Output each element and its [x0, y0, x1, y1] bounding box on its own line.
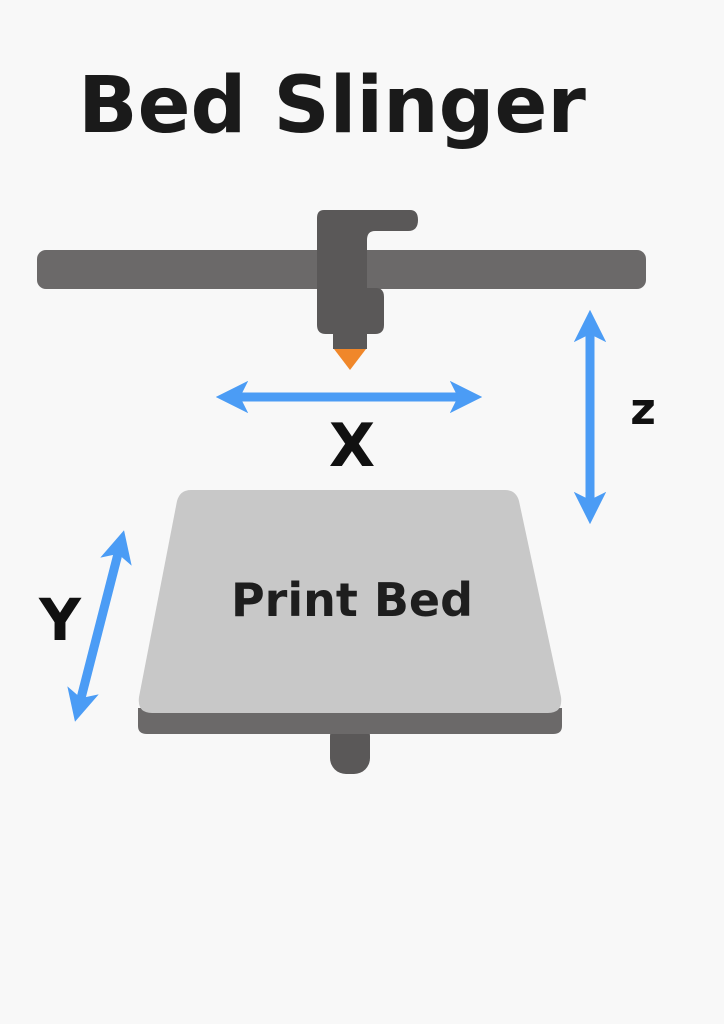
y-axis-arrow — [67, 530, 132, 722]
z-axis-label: z — [630, 384, 656, 435]
page-title: Bed Slinger — [78, 61, 586, 151]
print-bed-label: Print Bed — [231, 573, 473, 627]
x-axis-label: X — [329, 411, 375, 481]
toolhead — [317, 210, 418, 334]
bed-base — [138, 708, 562, 734]
y-axis-label: Y — [38, 586, 82, 654]
nozzle-block — [333, 334, 367, 349]
print-bed — [138, 490, 562, 713]
nozzle-icon — [334, 349, 366, 370]
